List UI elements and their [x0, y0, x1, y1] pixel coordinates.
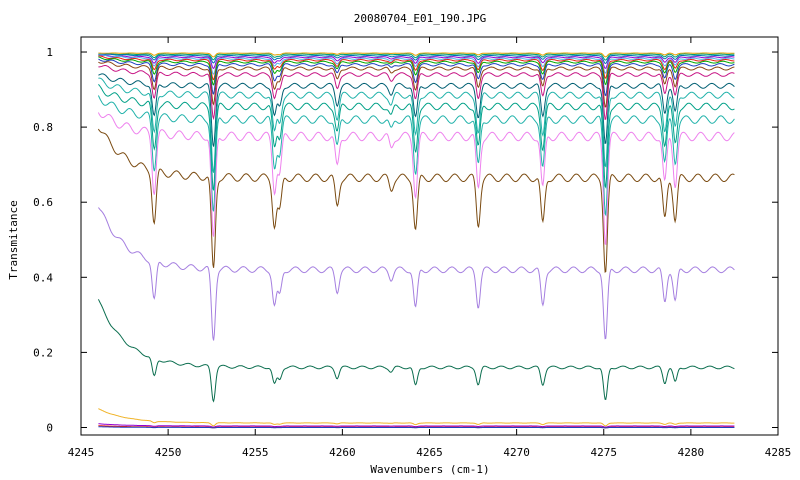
- x-tick-label: 4285: [765, 446, 792, 459]
- series-line: [98, 408, 735, 427]
- y-tick-label: 0.4: [33, 271, 53, 284]
- series-line: [98, 61, 735, 108]
- series-line: [98, 426, 735, 429]
- series-line: [97, 299, 735, 403]
- series-line: [98, 65, 735, 121]
- series-line: [98, 423, 735, 428]
- x-tick-label: 4265: [416, 446, 443, 459]
- series-line: [98, 58, 735, 97]
- series-line: [98, 77, 735, 173]
- series-line: [98, 55, 735, 81]
- x-tick-label: 4275: [591, 446, 618, 459]
- series-line: [98, 53, 735, 64]
- x-tick-label: 4270: [503, 446, 530, 459]
- series-line: [97, 128, 735, 273]
- series-lines: [97, 52, 735, 429]
- series-line: [98, 207, 735, 341]
- series-line: [98, 56, 735, 86]
- y-tick-label: 1: [46, 46, 53, 59]
- y-tick-label: 0.6: [33, 196, 53, 209]
- x-tick-label: 4250: [155, 446, 182, 459]
- x-axis-label: Wavenumbers (cm-1): [370, 463, 489, 476]
- series-line: [98, 53, 735, 61]
- y-axis-label: Transmitance: [7, 200, 20, 279]
- series-line: [98, 54, 735, 70]
- y-tick-label: 0: [46, 421, 53, 434]
- series-line: [98, 84, 735, 191]
- chart-title: 20080704_E01_190.JPG: [354, 12, 486, 25]
- series-line: [98, 54, 735, 75]
- series-line: [98, 52, 735, 58]
- series-line: [97, 95, 735, 217]
- x-tick-label: 4280: [678, 446, 705, 459]
- x-tick-label: 4245: [68, 446, 95, 459]
- series-line: [98, 73, 735, 147]
- y-tick-label: 0.2: [33, 346, 53, 359]
- x-tick-label: 4255: [242, 446, 269, 459]
- series-line: [97, 112, 735, 246]
- y-tick-label: 0.8: [33, 121, 53, 134]
- x-axis-ticks: 4245 4250 4255 4260 4265 4270 4275 4280 4285: [68, 37, 792, 459]
- x-tick-label: 4260: [329, 446, 356, 459]
- y-axis-ticks: 0 0.2 0.4 0.6 0.8 1: [33, 46, 778, 434]
